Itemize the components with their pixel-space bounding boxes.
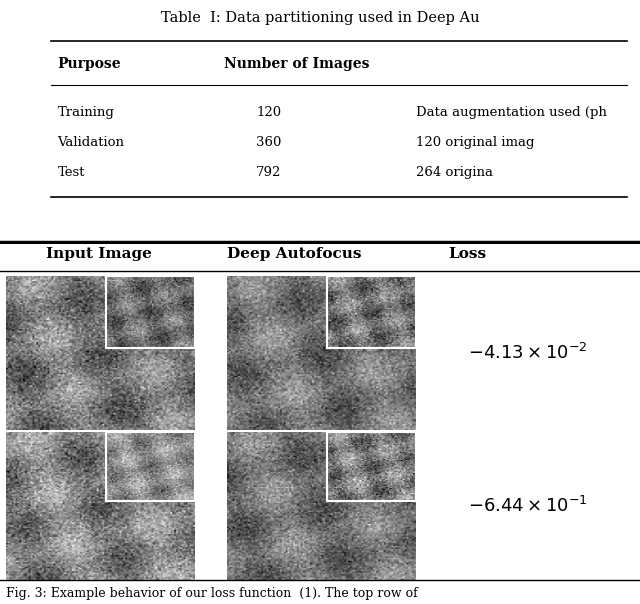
Text: 264 origina: 264 origina — [416, 165, 493, 179]
Text: 120: 120 — [256, 106, 281, 119]
Text: 120 original imag: 120 original imag — [416, 136, 534, 149]
Text: Loss: Loss — [448, 247, 486, 261]
Text: Deep Autofocus: Deep Autofocus — [227, 247, 362, 261]
Text: $-6.44 \times 10^{-1}$: $-6.44 \times 10^{-1}$ — [468, 496, 588, 516]
Text: Training: Training — [58, 106, 115, 119]
Text: Fig. 3: Example behavior of our loss function  (1). The top row of: Fig. 3: Example behavior of our loss fun… — [6, 587, 418, 600]
Text: 792: 792 — [256, 165, 282, 179]
Text: Number of Images: Number of Images — [224, 57, 369, 71]
Text: Table  I: Data partitioning used in Deep Au: Table I: Data partitioning used in Deep … — [161, 11, 479, 25]
Text: Input Image: Input Image — [46, 247, 152, 261]
Text: Validation: Validation — [58, 136, 125, 149]
Text: Test: Test — [58, 165, 85, 179]
Text: $-4.13 \times 10^{-2}$: $-4.13 \times 10^{-2}$ — [468, 343, 588, 363]
Text: Purpose: Purpose — [58, 57, 121, 71]
Text: Data augmentation used (ph: Data augmentation used (ph — [416, 106, 607, 119]
Text: 360: 360 — [256, 136, 282, 149]
